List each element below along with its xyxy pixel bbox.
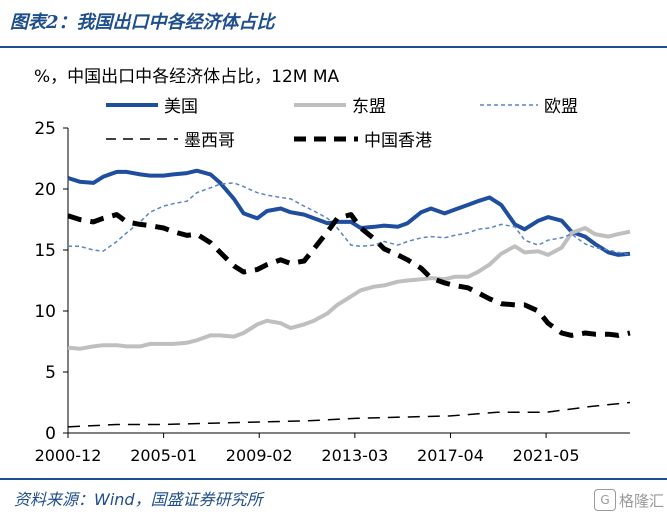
watermark: G 格隆汇 <box>594 489 664 511</box>
source-note: 资料来源：Wind，国盛证券研究所 <box>14 490 263 509</box>
line-chart: 0 5 10 15 20 25 2000-12 2005-01 2009-02 2013-03 20… <box>34 119 631 465</box>
chart-axes: 0 5 10 15 20 25 2000-12 2005-01 2009-02 2013-03 20… <box>34 119 630 465</box>
x-tick-label: 2013-03 <box>321 446 388 465</box>
y-tick-label: 15 <box>34 241 56 261</box>
y-tick-label: 20 <box>34 180 56 200</box>
series-line-hk <box>67 212 631 338</box>
series-line-us <box>67 168 631 257</box>
x-tick-label: 2021-05 <box>513 446 580 465</box>
x-tick-label: 2009-02 <box>226 446 293 465</box>
x-tick-label: 2000-12 <box>35 446 102 465</box>
y-tick-label: 25 <box>34 119 56 139</box>
y-tick-label: 0 <box>45 424 56 444</box>
title-divider <box>0 46 667 48</box>
x-tick-label: 2017-04 <box>417 446 484 465</box>
figure-title: 图表2：我国出口中各经济体占比 <box>10 12 275 33</box>
x-tick-label: 2005-01 <box>130 446 197 465</box>
watermark-text: 格隆汇 <box>619 491 665 510</box>
chart-subtitle: %，中国出口中各经济体占比，12M MA <box>34 67 340 87</box>
watermark-logo-icon: G <box>594 489 616 511</box>
y-tick-label: 10 <box>34 302 56 322</box>
series-line-eu <box>68 182 631 256</box>
footer-divider <box>0 478 667 480</box>
series-line-asean <box>67 226 631 351</box>
y-tick-label: 5 <box>45 363 56 383</box>
chart-series <box>67 168 631 428</box>
series-line-mexico <box>67 401 631 428</box>
